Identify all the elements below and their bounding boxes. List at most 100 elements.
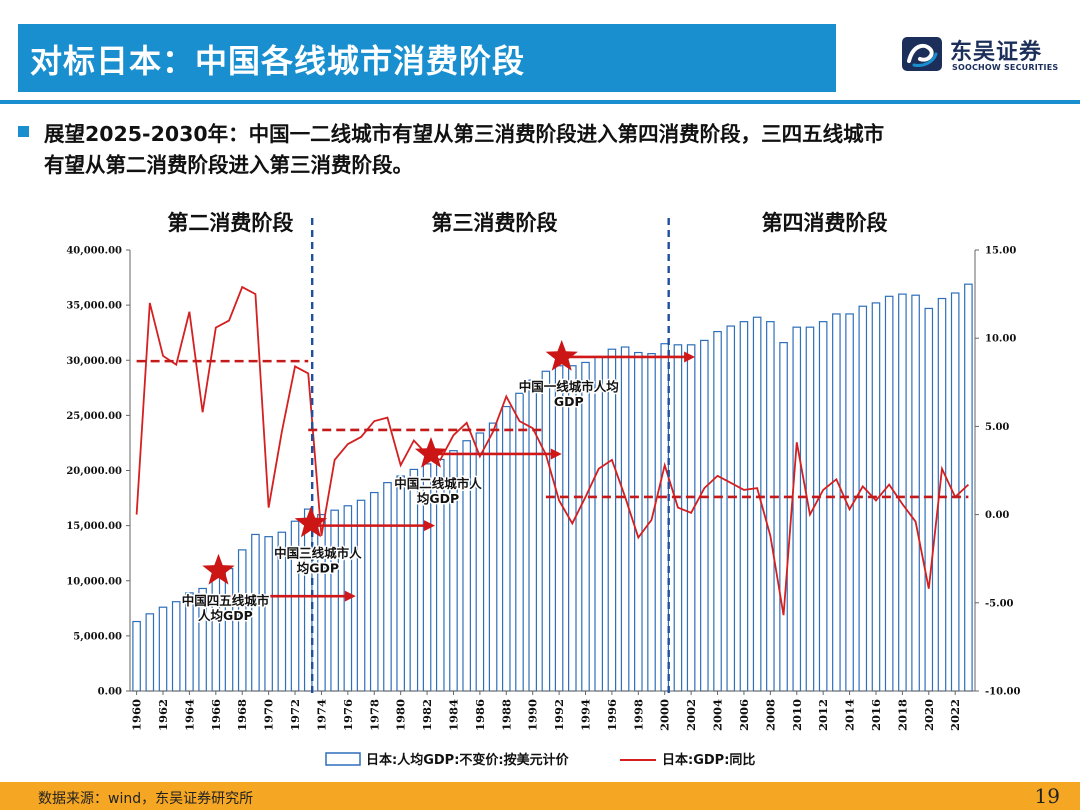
star-marker	[545, 339, 578, 371]
x-tick-label: 1994	[579, 699, 593, 731]
x-tick-label: 1988	[499, 699, 513, 731]
phase-label: 第四消费阶段	[762, 211, 888, 235]
star-marker	[414, 437, 448, 468]
bar-1967	[224, 568, 234, 692]
footer-bar: 数据来源：wind，东吴证券研究所 19	[0, 782, 1080, 810]
bar-1961	[145, 613, 155, 692]
bar-2003	[700, 339, 709, 692]
bar-2013	[832, 313, 841, 692]
x-tick-label: 1980	[394, 699, 408, 731]
company-logo: 东吴证券 SOOCHOW SECURITIES	[900, 34, 1070, 78]
page-number: 19	[1034, 784, 1060, 808]
bar-1998	[634, 351, 643, 692]
bar-2019	[911, 294, 920, 692]
annotation-label-halo: 中国一线城市人均	[519, 379, 619, 394]
header-divider	[0, 100, 1080, 104]
x-tick-label: 1968	[235, 699, 249, 731]
x-tick-label: 1984	[446, 699, 460, 731]
star-marker	[294, 506, 328, 538]
x-tick-label: 1966	[209, 699, 223, 731]
bar-1960	[132, 620, 141, 692]
annotation-label: 均GDP	[297, 560, 339, 575]
bar-2005	[726, 325, 736, 692]
annotation-label-halo: 均GDP	[297, 560, 339, 575]
slide-title: 对标日本：中国各线城市消费阶段	[30, 42, 526, 80]
x-tick-label: 2020	[922, 699, 936, 731]
bar-2000	[660, 343, 670, 692]
x-tick-label: 1970	[262, 699, 276, 731]
bar-2001	[673, 344, 683, 692]
y-left-tick-label: 20,000.00	[66, 466, 122, 477]
bar-1991	[541, 370, 551, 692]
bar-1987	[488, 422, 498, 692]
logo-mark-icon	[902, 37, 942, 71]
arrow-head	[423, 520, 435, 532]
annotation-label-halo: 中国四五线城市	[182, 593, 270, 608]
star-marker	[202, 553, 235, 585]
x-tick-label: 1998	[631, 699, 645, 731]
y-left-tick-label: 25,000.00	[66, 411, 122, 422]
gdp-chart: 0.00 5,000.00 10,000.00 15,000.00 20,000.00 2…	[66, 211, 1020, 768]
y-right-tick-label: 0.00	[985, 510, 1009, 521]
annotation-label-halo: 人均GDP	[198, 608, 253, 623]
legend-bar-swatch	[325, 752, 361, 766]
bar-1974	[317, 513, 326, 692]
bar-1995	[594, 356, 604, 692]
x-tick-label: 2010	[790, 699, 804, 731]
x-tick-label: 1982	[420, 699, 434, 731]
x-tick-label: 2016	[869, 699, 883, 731]
bar-2012	[818, 321, 828, 692]
annotation-label: GDP	[554, 394, 584, 409]
annotation-label: 人均GDP	[198, 608, 253, 623]
bar-1980	[396, 475, 405, 692]
bar-2008	[766, 321, 775, 692]
data-source: 数据来源：wind，东吴证券研究所	[38, 791, 254, 807]
bar-1978	[369, 491, 379, 692]
x-tick-label: 1976	[341, 699, 355, 731]
arrow-head	[684, 351, 696, 363]
x-tick-label: 1964	[182, 699, 196, 731]
x-tick-label: 1962	[156, 699, 170, 731]
title-band: 对标日本：中国各线城市消费阶段	[18, 24, 836, 92]
bar-1962	[158, 606, 168, 692]
phase-label: 第二消费阶段	[167, 211, 293, 235]
y-left-tick-label: 5,000.00	[73, 631, 122, 642]
annotation-label: 中国三线城市人	[274, 545, 362, 560]
bar-2007	[752, 316, 762, 692]
logo-name-cn: 东吴证券	[950, 40, 1043, 65]
y-right-tick-label: 5.00	[985, 422, 1009, 433]
bar-2004	[713, 330, 722, 692]
annotation-label: 均GDP	[417, 491, 459, 506]
legend-bar-label: 日本:人均GDP:不变价:按美元计价	[366, 752, 570, 768]
x-tick-label: 2022	[948, 699, 962, 731]
x-tick-label: 1996	[605, 699, 619, 731]
bullet-line-2: 有望从第二消费阶段进入第三消费阶段。	[44, 153, 413, 177]
arrow-head	[344, 590, 356, 602]
bar-1992	[554, 365, 564, 692]
annotation-label: 中国一线城市人均	[519, 379, 619, 394]
bar-2018	[898, 293, 907, 692]
logo-name-en: SOOCHOW SECURITIES	[952, 63, 1059, 72]
bar-2006	[739, 321, 749, 692]
annotation-label: 中国四五线城市	[182, 593, 270, 608]
bar-1994	[581, 361, 590, 692]
x-tick-label: 2012	[816, 699, 830, 731]
x-tick-label: 1990	[526, 699, 540, 731]
legend-line-label: 日本:GDP:同比	[662, 752, 755, 768]
y-left-tick-label: 10,000.00	[66, 576, 122, 587]
bar-1973	[303, 508, 313, 692]
x-tick-label: 1972	[288, 699, 302, 731]
bar-1988	[501, 405, 511, 692]
annotation-label-halo: 均GDP	[417, 491, 459, 506]
y-left-tick-label: 30,000.00	[66, 356, 122, 367]
x-tick-label: 2014	[843, 699, 857, 731]
y-left-tick-label: 40,000.00	[66, 246, 122, 257]
annotation-label-halo: 中国三线城市人	[274, 545, 362, 560]
y-left-tick-label: 35,000.00	[66, 301, 122, 312]
arrow-head	[550, 448, 562, 460]
bar-2010	[792, 326, 802, 692]
annotation-label-halo: 中国二线城市人	[394, 476, 482, 491]
x-tick-label: 1978	[367, 699, 381, 731]
bar-1993	[568, 365, 577, 692]
y-right-tick-label: 15.00	[985, 246, 1016, 257]
